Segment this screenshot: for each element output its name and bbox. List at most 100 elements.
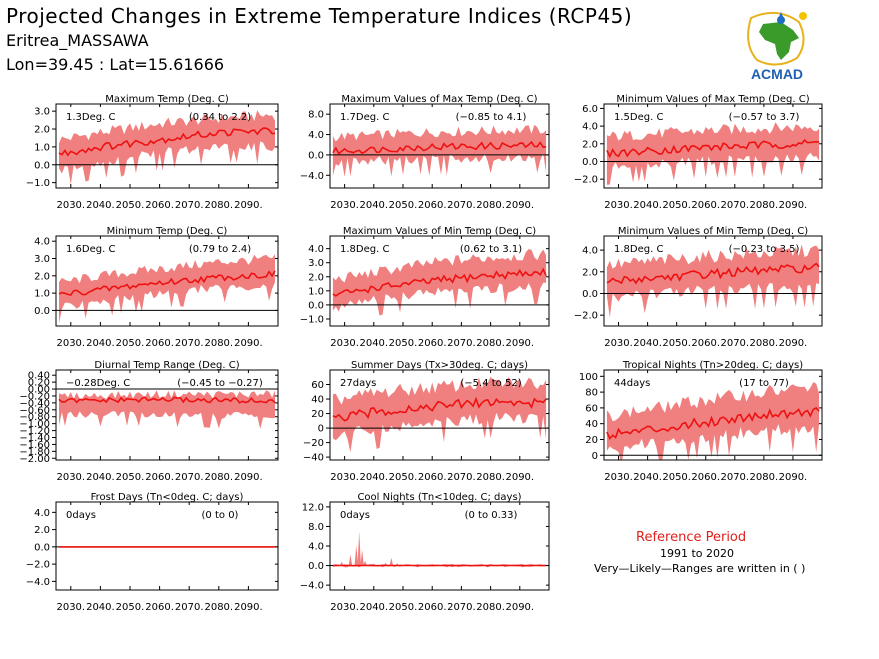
range-band	[59, 254, 275, 324]
chart-title: Minimum Temp (Deg. C)	[107, 226, 228, 237]
likely-range-label: (17 to 77)	[739, 378, 789, 389]
mean-series-line	[606, 407, 820, 440]
y-tick-label: −40	[303, 453, 324, 464]
y-tick-label: 6.0	[582, 104, 598, 115]
mean-value-label: 1.8Deg. C	[340, 244, 389, 255]
range-band	[332, 376, 547, 453]
likely-range-label: (0.34 to 2.2)	[189, 112, 251, 123]
page-title: Projected Changes in Extreme Temperature…	[6, 4, 633, 28]
y-tick-label: 4.0	[34, 508, 50, 519]
location-label: Eritrea_MASSAWA	[6, 31, 149, 50]
y-tick-label: 3.0	[308, 258, 324, 269]
x-tick-label: 2030.	[56, 472, 85, 483]
chart-title: Minimum Values of Max Temp (Deg. C)	[616, 94, 809, 105]
y-tick-label: −1.20	[19, 426, 50, 437]
y-tick-label: 12.0	[302, 502, 324, 513]
x-tick-label: 2070.	[175, 338, 204, 349]
y-tick-label: 3.0	[34, 254, 50, 265]
acmad-logo: ACMAD	[747, 11, 807, 82]
reference-period-years: 1991 to 2020	[660, 547, 735, 560]
x-tick-label: 2080.	[750, 338, 779, 349]
chart-title: Summer Days (Tx>30deg. C; days)	[351, 360, 528, 371]
x-tick-label: 2060.	[145, 338, 174, 349]
chart-panel-11: −4.0 0.0 4.0 8.0 12.0 2030. 2040. 2050. 2060. 207…	[300, 492, 550, 613]
y-tick-label: 3.0	[34, 107, 50, 118]
y-tick-label: −1.00	[19, 419, 50, 430]
y-tick-label: 1.0	[34, 289, 50, 300]
y-tick-label: −2.0	[574, 311, 598, 322]
x-tick-label: 2070.	[720, 338, 749, 349]
likely-range-label: (−5.4 to 52)	[460, 378, 521, 389]
y-tick-label: 20	[311, 409, 324, 420]
x-tick-label: 2030.	[604, 200, 633, 211]
x-tick-label: 2060.	[145, 200, 174, 211]
y-tick-label: 2.0	[34, 525, 50, 536]
x-tick-label: 2060.	[418, 338, 447, 349]
y-tick-label: 0.0	[34, 306, 50, 317]
x-tick-label: 2050.	[389, 200, 418, 211]
y-tick-label: 2.0	[582, 139, 598, 150]
chart-title: Cool Nights (Tn<10deg. C; days)	[357, 492, 521, 503]
y-tick-label: 0.0	[308, 300, 324, 311]
y-tick-label: 4.0	[34, 237, 50, 248]
y-tick-label: 0.0	[308, 561, 324, 572]
y-tick-label: 1.0	[308, 286, 324, 297]
chart-panel-9: 0 20 40 60 80 100 2030. 2040. 2050. 2060. 2070. 208…	[579, 360, 823, 483]
x-tick-label: 2040.	[86, 200, 115, 211]
mean-value-label: 1.3Deg. C	[66, 112, 115, 123]
plot-frame	[329, 103, 550, 189]
x-tick-label: 2060.	[418, 602, 447, 613]
x-tick-label: 2030.	[604, 472, 633, 483]
y-tick-label: −2.0	[26, 560, 50, 571]
y-tick-label: 4.0	[308, 130, 324, 141]
mean-series-line	[58, 270, 276, 296]
x-tick-label: 2040.	[359, 200, 388, 211]
range-band	[59, 110, 275, 185]
likely-range-label: (−0.85 to 4.1)	[456, 112, 527, 123]
x-tick-label: 2070.	[175, 200, 204, 211]
svg-text:ACMAD: ACMAD	[751, 66, 803, 82]
y-tick-label: 2.0	[582, 267, 598, 278]
x-tick-label: 2060.	[145, 472, 174, 483]
y-tick-label: 2.0	[308, 272, 324, 283]
chart-panel-4: 0.0 1.0 2.0 3.0 4.0 2030. 2040. 2050. 2060. 2070.…	[34, 226, 279, 349]
x-tick-label: 2060.	[691, 472, 720, 483]
x-tick-label: 2090.	[505, 472, 534, 483]
range-band	[332, 124, 547, 177]
mean-value-label: 0days	[340, 510, 370, 521]
x-tick-label: 2030.	[56, 602, 85, 613]
x-tick-label: 2030.	[604, 338, 633, 349]
y-tick-label: 0.0	[308, 150, 324, 161]
y-tick-label: 1.0	[34, 142, 50, 153]
x-tick-label: 2050.	[389, 472, 418, 483]
y-tick-label: 0.20	[28, 378, 50, 389]
x-tick-label: 2030.	[330, 338, 359, 349]
y-tick-label: 100	[579, 372, 598, 383]
y-tick-label: −0.80	[19, 412, 50, 423]
x-tick-label: 2070.	[447, 472, 476, 483]
mean-value-label: 44days	[614, 378, 650, 389]
x-tick-label: 2040.	[633, 200, 662, 211]
x-tick-label: 2050.	[389, 338, 418, 349]
y-tick-label: 40	[311, 395, 324, 406]
mean-series-line	[58, 396, 276, 404]
x-tick-label: 2080.	[476, 472, 505, 483]
x-tick-label: 2050.	[662, 472, 691, 483]
x-tick-label: 2050.	[662, 200, 691, 211]
chart-title: Frost Days (Tn<0deg. C; days)	[91, 492, 244, 503]
y-tick-label: 0.0	[34, 160, 50, 171]
x-tick-label: 2070.	[447, 602, 476, 613]
chart-title: Maximum Temp (Deg. C)	[105, 94, 229, 105]
mean-value-label: 1.7Deg. C	[340, 112, 389, 123]
x-tick-label: 2070.	[175, 602, 204, 613]
x-tick-label: 2030.	[330, 602, 359, 613]
y-tick-label: 4.0	[308, 244, 324, 255]
x-tick-label: 2090.	[779, 200, 808, 211]
x-tick-label: 2080.	[204, 602, 233, 613]
x-tick-label: 2070.	[447, 200, 476, 211]
x-tick-label: 2090.	[234, 200, 263, 211]
y-tick-label: 8.0	[308, 110, 324, 121]
x-tick-label: 2040.	[633, 338, 662, 349]
